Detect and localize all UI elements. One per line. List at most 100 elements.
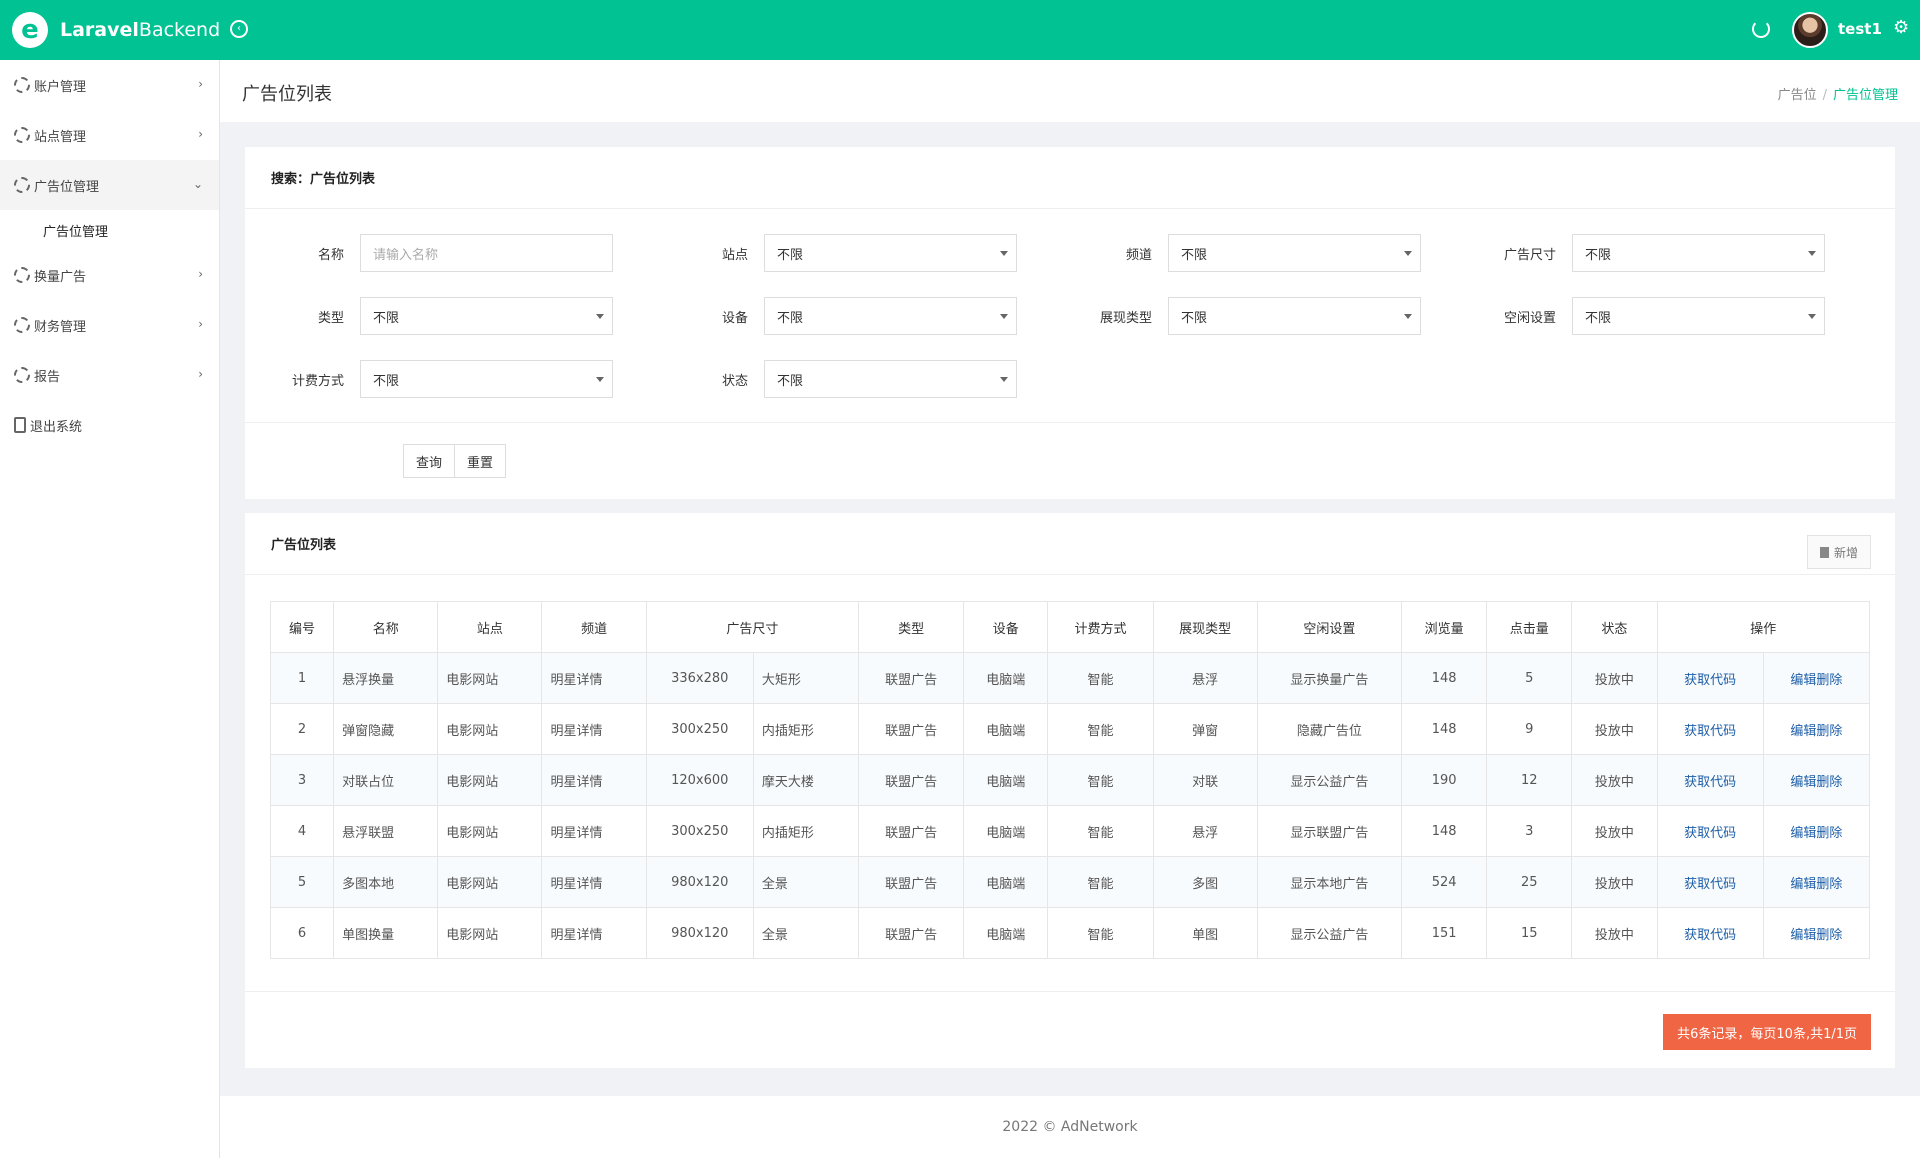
cell-idle: 显示公益广告 [1256,907,1403,959]
get-code-link[interactable]: 获取代码 [1684,774,1737,790]
sidebar-item-exchange[interactable]: 换量广告 › [0,250,219,300]
sidebar-item-adslots[interactable]: 广告位管理 ⌄ [0,160,219,210]
cell-display: 悬浮 [1152,652,1258,704]
field-billing: 计费方式 不限 [245,360,613,398]
idle-select[interactable]: 不限 [1572,297,1825,335]
column-header: 站点 [437,601,543,653]
column-header: 展现类型 [1152,601,1258,653]
sidebar-item-finance[interactable]: 财务管理 › [0,300,219,350]
cell-id: 4 [269,805,335,857]
cell-views: 151 [1401,907,1488,959]
cell-channel: 明星详情 [541,703,647,755]
cell-size-name: 内插矩形 [752,805,860,857]
name-input[interactable]: 请输入名称 [360,234,613,272]
breadcrumb-item[interactable]: 广告位 [1777,88,1817,103]
cell-channel: 明星详情 [541,652,647,704]
cell-views: 524 [1401,856,1488,908]
cell-idle: 显示换量广告 [1256,652,1403,704]
cell-clicks: 15 [1486,907,1573,959]
cell-clicks: 5 [1486,652,1573,704]
logo[interactable]: e LaravelBackend [12,12,220,48]
sidebar-item-logout[interactable]: 退出系统 [0,400,219,450]
caret-down-icon [596,314,604,319]
cell-id: 2 [269,703,335,755]
get-code-link[interactable]: 获取代码 [1684,876,1737,892]
cell-channel: 明星详情 [541,754,647,806]
cell-billing: 智能 [1047,907,1154,959]
gear-icon[interactable]: ⚙ [1893,17,1910,38]
cell-idle: 显示公益广告 [1256,754,1403,806]
cell-name: 多图本地 [333,856,439,908]
cell-clicks: 9 [1486,703,1573,755]
get-code-link[interactable]: 获取代码 [1684,927,1737,943]
action-cell: 编辑删除 [1762,754,1871,806]
username[interactable]: test1 [1838,20,1882,38]
select-value: 不限 [777,310,804,326]
caret-down-icon [1000,251,1008,256]
logout-icon [14,417,26,433]
reset-button[interactable]: 重置 [455,444,507,478]
cell-type: 联盟广告 [858,856,965,908]
table-header-row: 编号 名称 站点 频道 广告尺寸 类型 设备 计费方式 展现类型 空闲设置 浏览… [269,601,1870,653]
cell-name: 悬浮换量 [333,652,439,704]
cell-device: 电脑端 [963,652,1049,704]
search-panel-title: 搜索：广告位列表 [245,147,1895,209]
get-code-link[interactable]: 获取代码 [1684,672,1737,688]
caret-down-icon [1808,251,1816,256]
table-row: 4 悬浮联盟 电影网站 明星详情 300x250 内插矩形 联盟广告 电脑端 智能 悬浮 显示联盟广… [269,805,1871,857]
sidebar-item-sites[interactable]: 站点管理 › [0,110,219,160]
gear-icon [14,77,30,93]
site-select[interactable]: 不限 [764,234,1017,272]
cell-status: 投放中 [1571,754,1658,806]
device-select[interactable]: 不限 [764,297,1017,335]
table-row: 5 多图本地 电影网站 明星详情 980x120 全景 联盟广告 电脑端 智能 多图 显示本地广告 5… [269,856,1871,908]
cell-size: 300x250 [645,805,754,857]
cell-billing: 智能 [1047,754,1154,806]
cell-status: 投放中 [1571,907,1658,959]
field-label: 设备 [721,310,748,326]
cell-site: 电影网站 [437,805,543,857]
action-cell: 编辑删除 [1762,805,1871,857]
query-button[interactable]: 查询 [403,444,456,478]
field-site: 站点 不限 [649,234,1017,272]
edit-delete-link[interactable]: 编辑删除 [1790,825,1843,841]
edit-delete-link[interactable]: 编辑删除 [1790,672,1843,688]
get-code-link[interactable]: 获取代码 [1684,723,1737,739]
edit-delete-link[interactable]: 编辑删除 [1790,876,1843,892]
get-code-link[interactable]: 获取代码 [1684,825,1737,841]
cell-size: 980x120 [645,856,754,908]
column-header: 名称 [333,601,439,653]
cell-type: 联盟广告 [858,805,965,857]
status-select[interactable]: 不限 [764,360,1017,398]
edit-delete-link[interactable]: 编辑删除 [1790,723,1843,739]
cell-device: 电脑端 [963,805,1049,857]
sidebar-item-reports[interactable]: 报告 › [0,350,219,400]
avatar[interactable] [1792,12,1828,48]
refresh-icon[interactable] [1752,20,1770,38]
cell-device: 电脑端 [963,907,1049,959]
size-select[interactable]: 不限 [1572,234,1825,272]
sidebar-toggle-icon[interactable]: ‹ [230,20,248,38]
sidebar-subitem-adslot-manage[interactable]: 广告位管理 [43,224,109,240]
breadcrumb: 广告位 / 广告位管理 [1777,88,1898,103]
sidebar-item-accounts[interactable]: 账户管理 › [0,60,219,110]
cell-type: 联盟广告 [858,754,965,806]
add-button[interactable]: 新增 [1806,535,1871,569]
column-header: 空闲设置 [1256,601,1403,653]
caret-down-icon [1404,314,1412,319]
field-label: 站点 [721,247,748,263]
edit-delete-link[interactable]: 编辑删除 [1790,927,1843,943]
cell-device: 电脑端 [963,703,1049,755]
sidebar-item-label: 站点管理 [34,129,87,145]
cell-status: 投放中 [1571,652,1658,704]
action-cell: 编辑删除 [1762,907,1871,959]
gear-icon [14,267,30,283]
channel-select[interactable]: 不限 [1168,234,1421,272]
display-select[interactable]: 不限 [1168,297,1421,335]
type-select[interactable]: 不限 [360,297,613,335]
billing-select[interactable]: 不限 [360,360,613,398]
sidebar-item-label: 财务管理 [34,319,87,335]
edit-delete-link[interactable]: 编辑删除 [1790,774,1843,790]
chevron-right-icon: › [198,267,203,281]
column-header: 状态 [1571,601,1658,653]
